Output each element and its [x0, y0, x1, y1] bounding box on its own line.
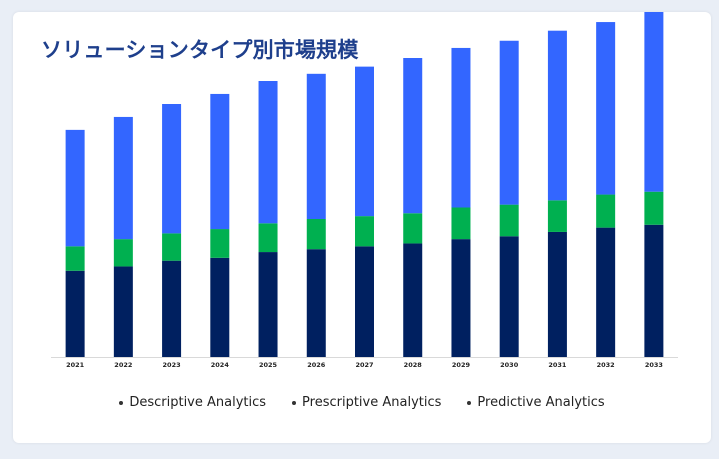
- bar-2022-predictive-analytics: [113, 266, 133, 357]
- bar-2026-predictive-analytics: [306, 249, 326, 357]
- x-tick-label-2029: 2029: [452, 361, 471, 369]
- bar-2026-descriptive-analytics: [306, 73, 326, 219]
- bar-2021-predictive-analytics: [65, 270, 85, 357]
- bar-2033-prescriptive-analytics: [644, 191, 664, 225]
- legend-item-prescriptive-analytics: Prescriptive Analytics: [292, 395, 441, 410]
- x-tick-label-2028: 2028: [404, 361, 423, 369]
- x-tick-label-2025: 2025: [259, 361, 278, 369]
- bar-2032-predictive-analytics: [596, 227, 616, 358]
- bar-2028-predictive-analytics: [403, 243, 423, 357]
- x-tick-label-2022: 2022: [114, 361, 132, 369]
- legend-bullet-icon: [119, 400, 124, 405]
- bar-2025-descriptive-analytics: [258, 81, 278, 224]
- bar-2033-descriptive-analytics: [644, 12, 664, 192]
- chart-card: ソリューションタイプ別市場規模 2021 2022 2023 2024 2025 2026…: [13, 12, 711, 443]
- legend-item-predictive-analytics: Predictive Analytics: [467, 395, 605, 410]
- bar-2030-prescriptive-analytics: [499, 204, 519, 237]
- bar-2030-descriptive-analytics: [499, 40, 519, 205]
- bar-2029-descriptive-analytics: [451, 47, 471, 208]
- bar-2032-descriptive-analytics: [596, 22, 616, 195]
- chart-legend: Descriptive Analytics Prescriptive Analyt…: [13, 395, 711, 410]
- bar-2027-predictive-analytics: [355, 246, 374, 357]
- bar-2023-predictive-analytics: [162, 260, 182, 357]
- x-tick-label-2023: 2023: [163, 361, 181, 369]
- legend-bullet-icon: [467, 400, 472, 405]
- x-tick-label-2027: 2027: [355, 361, 373, 369]
- legend-item-descriptive-analytics: Descriptive Analytics: [119, 395, 266, 410]
- x-tick-label-2026: 2026: [307, 361, 326, 369]
- stacked-bar-chart: 2021 2022 2023 2024 2025 2026 2027 2028 2029 2030…: [51, 12, 678, 369]
- bar-2024-predictive-analytics: [210, 257, 230, 357]
- x-tick-label-2031: 2031: [548, 361, 567, 369]
- bar-2021-prescriptive-analytics: [65, 246, 85, 271]
- bar-2032-prescriptive-analytics: [596, 194, 616, 228]
- bar-2029-prescriptive-analytics: [451, 207, 471, 240]
- bar-2027-descriptive-analytics: [355, 66, 374, 217]
- bar-2033-predictive-analytics: [644, 224, 664, 357]
- legend-label: Descriptive Analytics: [129, 395, 267, 410]
- bar-2025-prescriptive-analytics: [258, 223, 278, 253]
- bar-2022-prescriptive-analytics: [113, 239, 133, 267]
- bar-group: [65, 12, 664, 358]
- bar-2027-prescriptive-analytics: [355, 216, 374, 247]
- bar-2024-prescriptive-analytics: [210, 229, 230, 258]
- bar-2028-descriptive-analytics: [403, 58, 423, 214]
- x-tick-label-2032: 2032: [597, 361, 615, 369]
- legend-label: Predictive Analytics: [477, 395, 605, 410]
- bar-2029-predictive-analytics: [451, 239, 471, 358]
- bar-2021-descriptive-analytics: [65, 129, 85, 247]
- bar-2023-prescriptive-analytics: [162, 233, 182, 261]
- chart-title: ソリューションタイプ別市場規模: [41, 38, 359, 62]
- bar-2031-prescriptive-analytics: [547, 200, 567, 232]
- bar-2031-predictive-analytics: [547, 231, 567, 357]
- bar-2023-descriptive-analytics: [162, 104, 182, 234]
- bar-2025-predictive-analytics: [258, 252, 278, 357]
- legend-bullet-icon: [292, 400, 297, 405]
- x-tick-labels: 2021 2022 2023 2024 2025 2026 2027 2028 2029 2030…: [66, 361, 663, 369]
- x-tick-label-2030: 2030: [500, 361, 519, 369]
- bar-2024-descriptive-analytics: [210, 93, 230, 230]
- x-tick-label-2024: 2024: [211, 361, 230, 369]
- bar-2026-prescriptive-analytics: [306, 219, 326, 250]
- bar-2030-predictive-analytics: [499, 236, 519, 357]
- bar-2031-descriptive-analytics: [547, 30, 567, 201]
- bar-2022-descriptive-analytics: [113, 116, 133, 240]
- bar-2028-prescriptive-analytics: [403, 213, 423, 244]
- x-tick-label-2033: 2033: [645, 361, 663, 369]
- legend-label: Prescriptive Analytics: [302, 395, 442, 410]
- x-tick-label-2021: 2021: [66, 361, 85, 369]
